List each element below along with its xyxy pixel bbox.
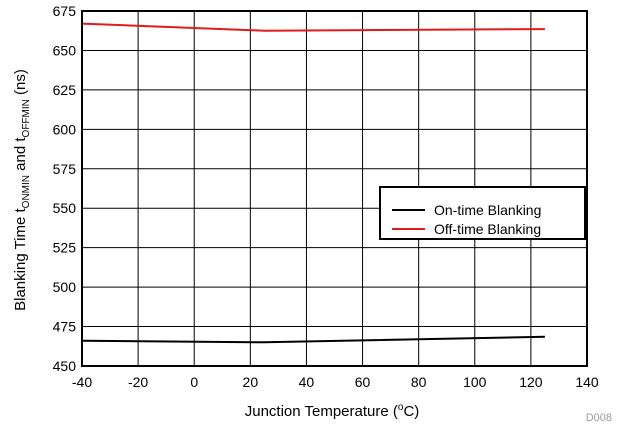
x-tick-label: 100 bbox=[463, 374, 487, 390]
x-axis-label: Junction Temperature (oC) bbox=[245, 402, 420, 420]
y-tick-label: 675 bbox=[53, 3, 77, 19]
y-tick-label: 500 bbox=[53, 279, 77, 295]
x-tick-label: 120 bbox=[519, 374, 543, 390]
x-tick-labels: -40 -20 0 20 40 60 80 100 120 140 bbox=[72, 374, 599, 390]
x-tick-label: 20 bbox=[243, 374, 259, 390]
x-tick-label: 40 bbox=[299, 374, 315, 390]
legend: On-time Blanking Off-time Blanking bbox=[379, 186, 586, 240]
series-line-1 bbox=[81, 22, 545, 32]
y-tick-label: 525 bbox=[53, 240, 77, 256]
y-tick-label: 625 bbox=[53, 82, 77, 98]
x-tick-label: -20 bbox=[128, 374, 148, 390]
x-tick-label: 80 bbox=[411, 374, 427, 390]
legend-box bbox=[379, 186, 586, 240]
legend-label-off-time: Off-time Blanking bbox=[434, 221, 541, 237]
y-tick-labels: 450 475 500 525 550 575 600 625 650 675 bbox=[53, 3, 77, 374]
x-tick-label: 60 bbox=[355, 374, 371, 390]
x-tick-label: 0 bbox=[190, 374, 198, 390]
figure-id: D008 bbox=[586, 412, 612, 424]
y-tick-label: 575 bbox=[53, 161, 77, 177]
y-tick-label: 600 bbox=[53, 121, 77, 137]
y-axis-label: Blanking Time tONMIN and tOFFMIN (ns) bbox=[12, 69, 32, 311]
x-tick-label: -40 bbox=[72, 374, 92, 390]
y-tick-label: 450 bbox=[53, 358, 77, 374]
y-tick-label: 475 bbox=[53, 319, 77, 335]
series-line-0 bbox=[81, 335, 545, 344]
y-tick-label: 550 bbox=[53, 200, 77, 216]
plot-frame bbox=[81, 10, 588, 367]
y-tick-label: 650 bbox=[53, 42, 77, 58]
series-lines bbox=[81, 22, 545, 344]
x-tick-label: 140 bbox=[575, 374, 599, 390]
legend-label-on-time: On-time Blanking bbox=[434, 202, 541, 218]
